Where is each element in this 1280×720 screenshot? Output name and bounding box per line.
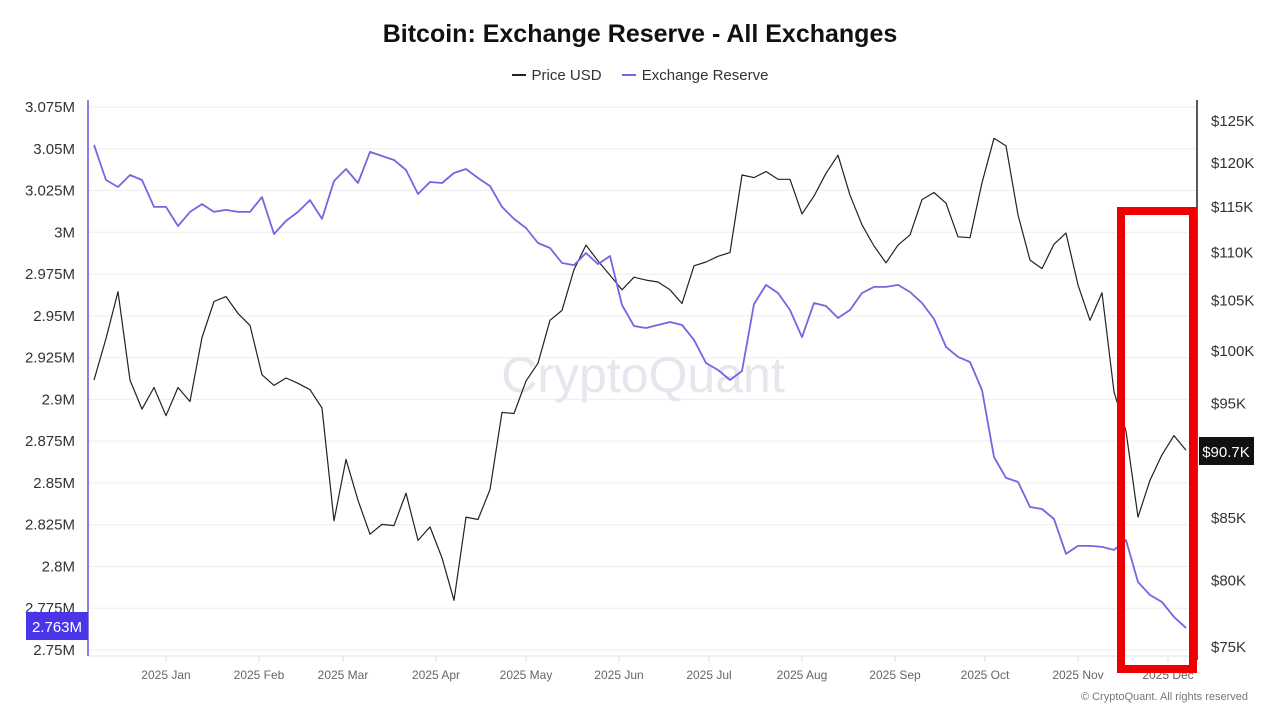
right-tick-label: $75K [1211, 639, 1246, 656]
x-tick-label: 2025 Apr [412, 668, 460, 682]
right-tick-label: $115K [1211, 199, 1253, 216]
left-tick-label: 2.875M [25, 433, 75, 450]
x-tick-label: 2025 Feb [234, 668, 285, 682]
left-tick-label: 3M [54, 224, 75, 241]
right-tick-label: $80K [1211, 573, 1246, 590]
legend-item-price[interactable]: Price USD [511, 66, 602, 84]
left-tick-label: 2.75M [33, 642, 75, 659]
chart-title: Bitcoin: Exchange Reserve - All Exchange… [382, 20, 898, 48]
right-tick-label: $105K [1211, 293, 1254, 310]
left-tick-label: 2.95M [33, 308, 75, 325]
right-tick-label: $85K [1211, 510, 1246, 527]
left-tick-label: 2.825M [25, 517, 75, 534]
copyright-footer: © CryptoQuant. All rights reserved [1080, 691, 1248, 703]
legend-label-reserve: Exchange Reserve [641, 66, 769, 84]
watermark: CryptoQuant [501, 347, 785, 403]
current-price-label: $90.7K [1202, 444, 1250, 461]
x-tick-label: 2025 Oct [961, 668, 1010, 682]
left-tick-label: 2.925M [25, 350, 75, 367]
right-tick-label: $110K [1211, 245, 1253, 262]
right-tick-label: $120K [1211, 155, 1254, 172]
x-tick-label: 2025 Sep [869, 668, 921, 682]
x-tick-label: 2025 Mar [318, 668, 369, 682]
price-usd-line [93, 137, 1187, 601]
left-tick-label: 2.9M [42, 391, 75, 408]
x-tick-label: 2025 Aug [777, 668, 828, 682]
x-tick-label: 2025 Jan [141, 668, 190, 682]
right-tick-label: $100K [1211, 343, 1254, 360]
legend-swatch-price [511, 74, 526, 76]
exchange-reserve-line [93, 144, 1187, 629]
legend: Price USD Exchange Reserve [0, 63, 1280, 84]
x-tick-label: 2025 Jul [686, 668, 731, 682]
left-tick-label: 2.8M [42, 558, 75, 575]
current-reserve-badge [26, 612, 88, 640]
x-tick-label: 2025 Nov [1052, 668, 1103, 682]
left-tick-label: 3.075M [25, 99, 75, 116]
x-tick-label: 2025 May [500, 668, 553, 682]
left-tick-label: 3.05M [33, 141, 75, 158]
right-tick-label: $95K [1211, 396, 1246, 413]
legend-label-price: Price USD [531, 66, 602, 84]
current-price-badge [1199, 437, 1254, 465]
right-tick-label: $125K [1211, 113, 1254, 130]
legend-swatch-reserve [621, 74, 636, 76]
legend-item-reserve[interactable]: Exchange Reserve [621, 66, 769, 84]
highlight-rectangle [1117, 207, 1197, 673]
left-tick-label: 2.975M [25, 266, 75, 283]
left-tick-label: 3.025M [25, 183, 75, 200]
x-tick-label: 2025 Jun [594, 668, 643, 682]
left-tick-label: 2.85M [33, 475, 75, 492]
current-reserve-label: 2.763M [32, 619, 82, 636]
